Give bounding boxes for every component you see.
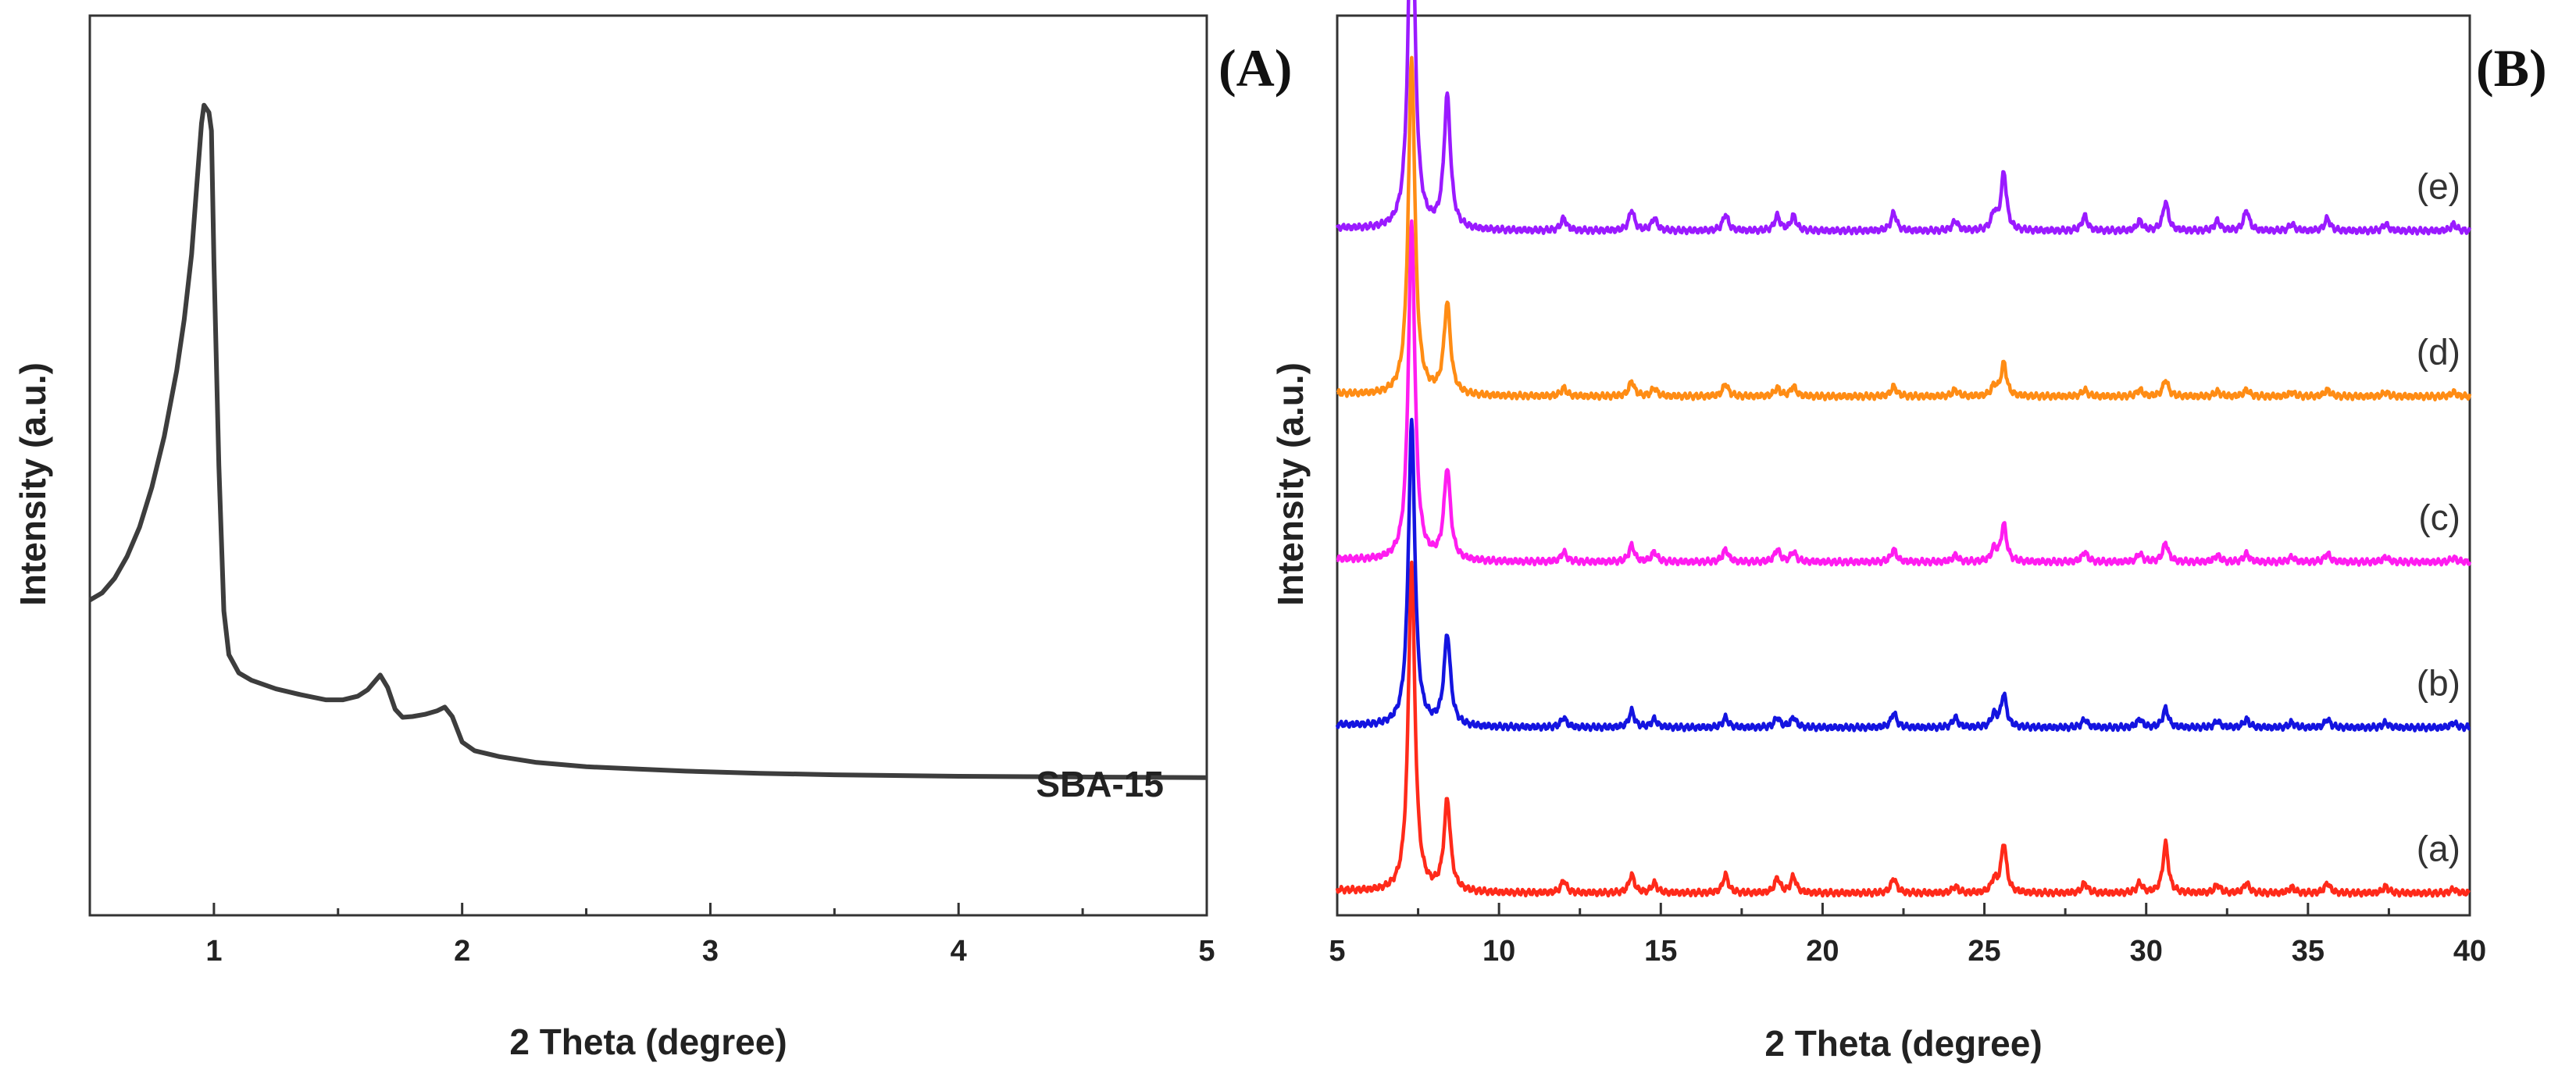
- panel-b-x-tick-label: 35: [2292, 935, 2324, 968]
- panel-b-series-label: (d): [2417, 331, 2460, 372]
- panel-a-series-line: [88, 102, 1208, 780]
- panel-b-x-tick-label: 10: [1482, 935, 1515, 968]
- panel-b-x-ticks: 5 10 15 20 25 30 35 40: [1329, 903, 2486, 968]
- panel-b-y-axis-title: Intensity (a.u.): [1270, 362, 1311, 606]
- panel-b: 5 10 15 20 25 30 35 40 (a) (b) (c) (d) (e) 2 Theta …: [1270, 0, 2547, 1064]
- panel-b-x-tick-label: 30: [2130, 935, 2163, 968]
- panel-a-x-tick-label: 3: [702, 935, 719, 968]
- panel-b-x-tick-label: 5: [1329, 935, 1345, 968]
- panel-b-series-label: (e): [2417, 166, 2460, 206]
- panel-a-x-ticks: 1 2 3 4 5: [88, 903, 1215, 968]
- panel-b-series-group: (a) (b) (c) (d) (e): [1335, 0, 2472, 898]
- panel-a-x-axis-title: 2 Theta (degree): [509, 1021, 787, 1062]
- panel-a-frame: [88, 14, 1208, 917]
- panel-a-x-tick-label: 1: [205, 935, 222, 968]
- panel-b-series-line: [1335, 418, 2471, 733]
- panel-b-series-label: (b): [2417, 662, 2460, 703]
- panel-b-x-tick-label: 25: [1968, 935, 2000, 968]
- panel-a-label: (A): [1218, 38, 1292, 98]
- panel-a-x-tick-label: 2: [454, 935, 470, 968]
- panel-b-x-tick-label: 20: [1806, 935, 1839, 968]
- panel-b-series-line: [1336, 219, 2472, 567]
- panel-b-label: (B): [2476, 38, 2547, 98]
- panel-b-series-label: (c): [2418, 497, 2460, 537]
- panel-b-series-line: [1335, 560, 2471, 898]
- panel-a-y-axis-title: Intensity (a.u.): [12, 362, 53, 606]
- panel-b-series-line: [1335, 0, 2472, 236]
- panel-b-x-tick-label: 40: [2453, 935, 2486, 968]
- panel-a: 1 2 3 4 5 SBA-15 2 Theta (degree) Intensity …: [12, 14, 1292, 1062]
- panel-b-x-axis-title: 2 Theta (degree): [1764, 1023, 2042, 1064]
- panel-a-x-tick-label: 4: [951, 935, 967, 968]
- panel-b-series-line: [1336, 55, 2472, 401]
- panel-b-x-tick-label: 15: [1644, 935, 1677, 968]
- panel-a-sample-label: SBA-15: [1036, 764, 1164, 804]
- panel-b-series-label: (a): [2417, 828, 2460, 868]
- panel-a-x-tick-label: 5: [1198, 935, 1215, 968]
